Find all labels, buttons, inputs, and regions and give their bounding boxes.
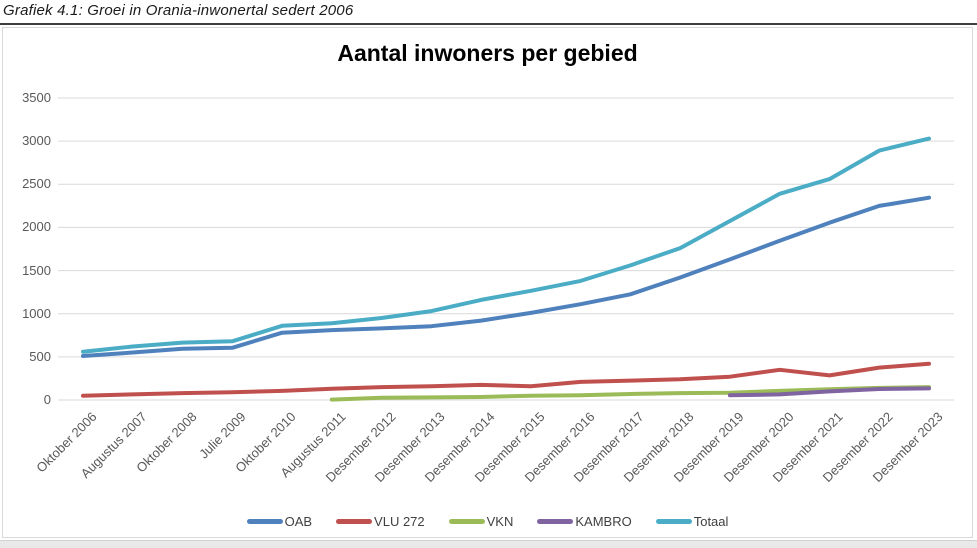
- series-line-kambro: [727, 386, 931, 398]
- y-tick-label: 2000: [22, 219, 51, 235]
- legend-item-vlu-272: VLU 272: [336, 514, 425, 529]
- legend-label: OAB: [284, 513, 313, 529]
- legend-item-vkn: VKN: [448, 513, 514, 529]
- legend-swatch-icon: [537, 518, 574, 524]
- chart-title: Aantal inwoners per gebied: [337, 40, 638, 66]
- legend-swatch-icon: [336, 518, 373, 524]
- legend-item-oab: OAB: [246, 513, 313, 529]
- legend-swatch-icon: [246, 518, 283, 524]
- y-tick-label: 0: [43, 392, 51, 407]
- page-bottom-strip: [0, 540, 977, 548]
- legend-item-totaal: Totaal: [655, 513, 729, 529]
- chart-container: Aantal inwoners per gebied 0 500 1000 1500 2…: [2, 27, 973, 538]
- y-tick-label: 1000: [22, 305, 51, 321]
- legend-swatch-icon: [448, 518, 485, 524]
- chart-legend: OAB VLU 272 VKN KAMBRO Totaal: [3, 511, 972, 531]
- legend-label: KAMBRO: [575, 513, 632, 529]
- legend-label: VLU 272: [374, 513, 425, 529]
- legend-label: VKN: [486, 513, 514, 529]
- series-line-totaal: [81, 136, 931, 354]
- legend-label: Totaal: [693, 513, 729, 529]
- legend-swatch-icon: [655, 518, 692, 524]
- y-tick-label: 500: [29, 348, 51, 364]
- y-tick-label: 3500: [22, 90, 51, 105]
- series-line-oab: [81, 195, 931, 358]
- y-tick-label: 1500: [22, 262, 51, 278]
- y-tick-label: 3000: [22, 133, 51, 149]
- y-tick-label: 2500: [22, 176, 51, 192]
- figure-caption: Grafiek 4.1: Groei in Orania-inwonertal …: [3, 2, 354, 19]
- figure-caption-bar: Grafiek 4.1: Groei in Orania-inwonertal …: [0, 0, 977, 25]
- series-line-vkn: [329, 385, 931, 402]
- legend-item-kambro: KAMBRO: [537, 513, 632, 529]
- plot-svg: [58, 97, 954, 402]
- series-line-vlu-272: [81, 361, 931, 398]
